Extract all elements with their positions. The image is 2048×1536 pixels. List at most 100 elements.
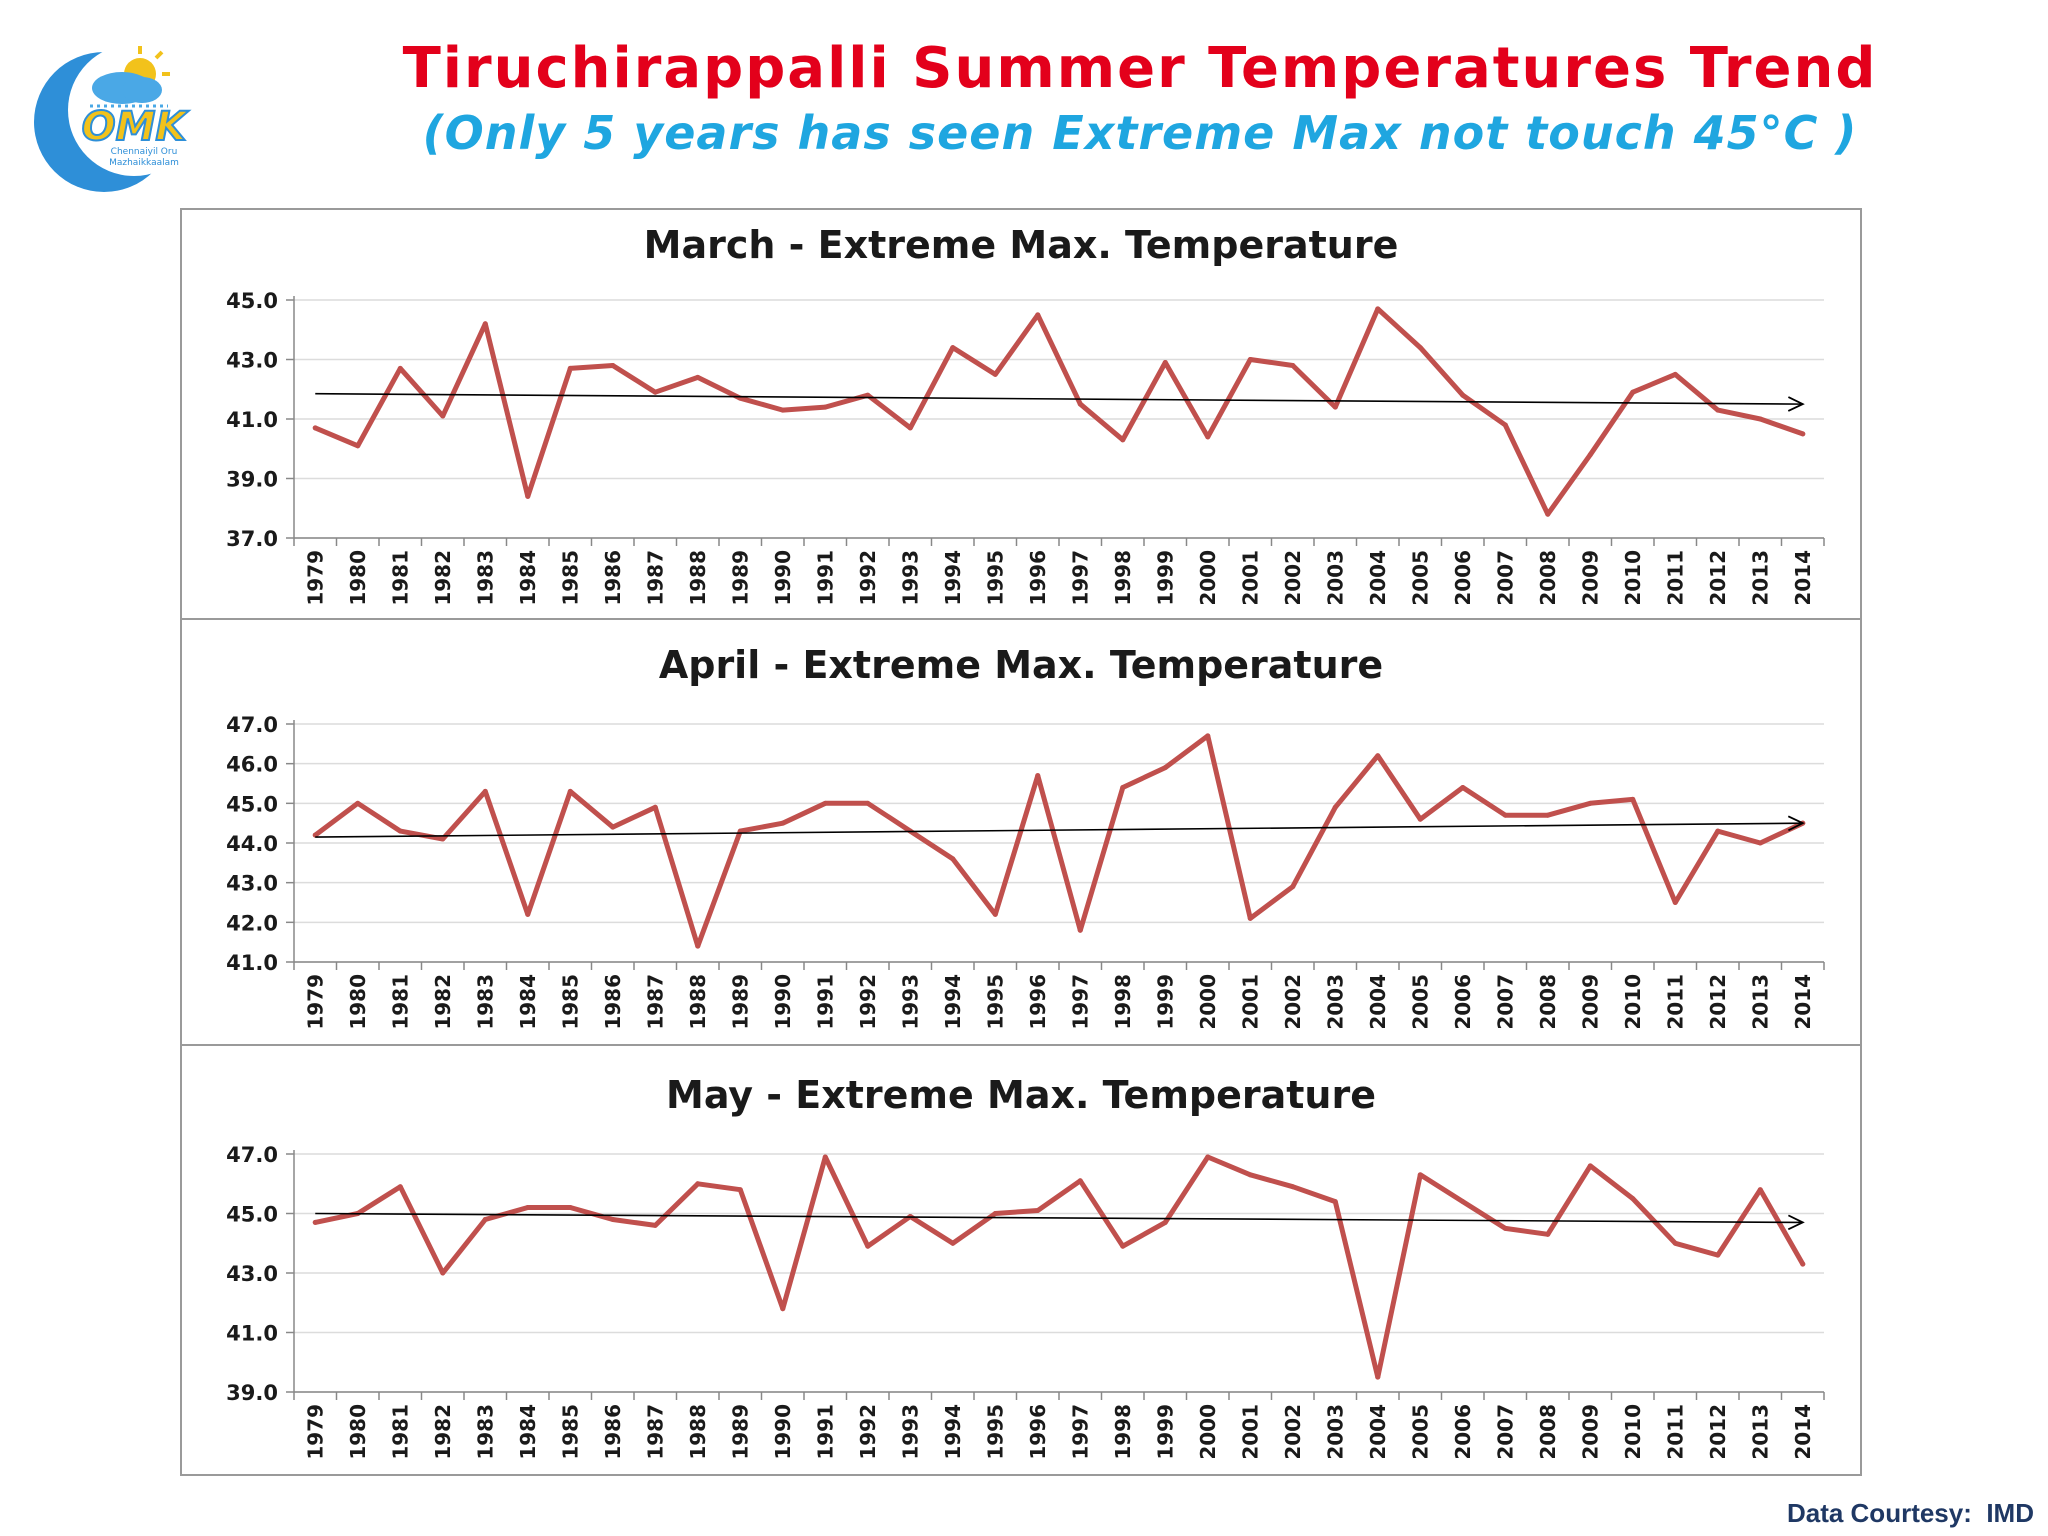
data-point [1715, 1252, 1721, 1258]
x-tick-label: 2014 [1791, 1404, 1815, 1460]
x-tick-label: 1983 [473, 550, 497, 606]
x-tick-label: 2004 [1366, 974, 1390, 1030]
data-point [1545, 812, 1551, 818]
trend-line [315, 392, 1803, 405]
x-tick-label: 1998 [1111, 974, 1135, 1030]
x-tick-label: 1992 [856, 550, 880, 606]
x-tick-label: 2014 [1791, 550, 1815, 606]
charts-frame [180, 208, 1862, 1476]
data-point [1630, 389, 1636, 395]
y-tick-label: 47.0 [226, 713, 278, 737]
data-point [1715, 407, 1721, 413]
y-tick-label: 45.0 [226, 1203, 278, 1227]
x-tick-label: 1979 [303, 974, 327, 1030]
data-point [1587, 452, 1593, 458]
data-point [1502, 812, 1508, 818]
data-point [1460, 1199, 1466, 1205]
x-tick-label: 2007 [1493, 1404, 1517, 1460]
x-tick-label: 2003 [1323, 1404, 1347, 1460]
data-point [397, 828, 403, 834]
x-tick-label: 2011 [1663, 1404, 1687, 1460]
y-tick-label: 43.0 [226, 1262, 278, 1286]
data-point [950, 345, 956, 351]
x-tick-label: 2009 [1578, 550, 1602, 606]
x-tick-label: 1999 [1153, 974, 1177, 1030]
data-point [440, 836, 446, 842]
x-tick-label: 1988 [686, 1404, 710, 1460]
x-tick-label: 2003 [1323, 974, 1347, 1030]
x-tick-label: 2010 [1621, 974, 1645, 1030]
data-point [1757, 840, 1763, 846]
data-point [822, 404, 828, 410]
x-tick-label: 2010 [1621, 1404, 1645, 1460]
x-tick-label: 2005 [1408, 550, 1432, 606]
y-tick-label: 46.0 [226, 753, 278, 777]
data-point [695, 1181, 701, 1187]
data-point [1502, 422, 1508, 428]
data-point [610, 1216, 616, 1222]
data-point [950, 856, 956, 862]
data-point [1502, 1225, 1508, 1231]
data-point [525, 1205, 531, 1211]
data-point [992, 1211, 998, 1216]
x-tick-label: 1994 [941, 550, 965, 606]
data-point [1587, 1163, 1593, 1169]
data-point [1800, 431, 1806, 437]
x-tick-label: 1980 [346, 974, 370, 1030]
y-tick-label: 41.0 [226, 951, 278, 975]
data-point [1205, 733, 1211, 739]
x-tick-label: 1998 [1111, 1404, 1135, 1460]
data-point [780, 1306, 786, 1312]
data-point [1375, 306, 1381, 312]
trend-arrowhead [1787, 815, 1805, 832]
x-tick-label: 1981 [388, 1404, 412, 1460]
x-tick-label: 1982 [431, 550, 455, 606]
data-point [1162, 1219, 1168, 1225]
svg-text:Chennaiyil Oru: Chennaiyil Oru [111, 147, 178, 157]
data-point [1205, 434, 1211, 440]
x-tick-label: 2010 [1621, 550, 1645, 606]
x-tick-label: 1997 [1068, 550, 1092, 606]
x-tick-label: 1981 [388, 550, 412, 606]
y-tick-label: 41.0 [226, 408, 278, 432]
chart-title: May - Extreme Max. Temperature [666, 1073, 1376, 1117]
data-point [1417, 345, 1423, 351]
data-point [1035, 312, 1041, 318]
x-tick-label: 2006 [1451, 1404, 1475, 1460]
data-point [1332, 804, 1338, 810]
data-point [1120, 1243, 1126, 1249]
data-point [695, 374, 701, 380]
data-point [865, 1243, 871, 1249]
y-tick-label: 43.0 [226, 349, 278, 373]
chart-title: March - Extreme Max. Temperature [644, 223, 1399, 267]
chart-may: May - Extreme Max. Temperature 47.0 45.0 43… [180, 1044, 1862, 1460]
data-point [822, 1154, 828, 1160]
y-tick-label: 45.0 [226, 792, 278, 816]
x-tick-label: 1989 [728, 1404, 752, 1460]
x-tick-label: 1995 [983, 974, 1007, 1030]
data-point [1545, 511, 1551, 517]
x-tick-label: 2011 [1663, 974, 1687, 1030]
x-tick-label: 1999 [1153, 550, 1177, 606]
x-tick-label: 2012 [1706, 550, 1730, 606]
x-tick-label: 1998 [1111, 550, 1135, 606]
x-tick-label: 1994 [941, 1404, 965, 1460]
omk-logo: OMK Chennaiyil Oru Mazhaikkaalam [34, 44, 200, 192]
chart-march: March - Extreme Max. Temperature 45.0 43.0… [226, 223, 1825, 606]
x-tick-label: 2000 [1196, 1404, 1220, 1460]
x-tick-label: 1985 [558, 974, 582, 1030]
y-tick-label: 41.0 [226, 1322, 278, 1346]
x-tick-label: 2005 [1408, 1404, 1432, 1460]
data-point [355, 800, 361, 806]
data-point [652, 804, 658, 810]
data-point [992, 911, 998, 917]
x-tick-label: 1982 [431, 974, 455, 1030]
data-point [1460, 392, 1466, 398]
data-point [652, 1222, 658, 1228]
data-point [397, 1184, 403, 1190]
y-tick-label: 39.0 [226, 1381, 278, 1405]
data-point [1375, 1374, 1381, 1380]
x-tick-label: 1988 [686, 550, 710, 606]
data-point [1077, 401, 1083, 407]
data-point [1247, 1172, 1253, 1178]
